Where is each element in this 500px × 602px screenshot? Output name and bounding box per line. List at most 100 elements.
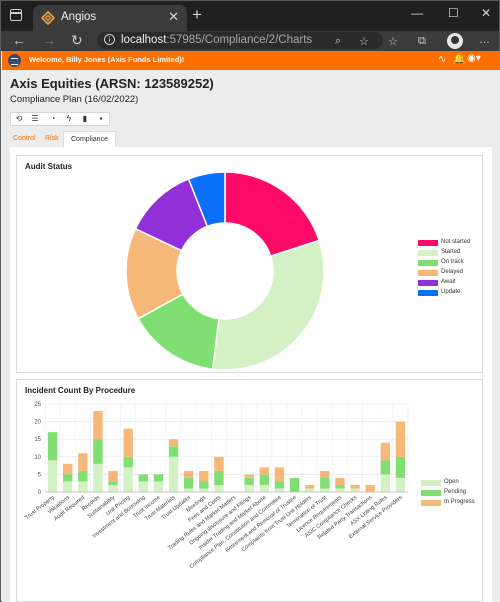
bar-in-progress[interactable]: [78, 453, 88, 471]
bar-pending[interactable]: [138, 474, 149, 482]
bar-open[interactable]: [244, 484, 254, 492]
bar-in-progress[interactable]: [304, 484, 315, 489]
bar-open[interactable]: [78, 481, 88, 492]
bar-open[interactable]: [274, 488, 285, 492]
legend-swatch: [418, 250, 438, 256]
bar-open[interactable]: [199, 488, 209, 492]
bar-in-progress[interactable]: [123, 428, 133, 457]
user-menu-icon[interactable]: ◉▾: [467, 53, 481, 64]
bar-in-progress[interactable]: [259, 467, 270, 475]
bar-open[interactable]: [395, 477, 406, 492]
bar-open[interactable]: [138, 481, 149, 492]
bar-pending[interactable]: [259, 474, 270, 485]
legend-label: In Progress: [444, 499, 475, 505]
audit-status-chart: [125, 171, 325, 371]
bar-in-progress[interactable]: [380, 442, 391, 461]
bar-pending[interactable]: [47, 432, 58, 461]
history-icon[interactable]: ⟲: [15, 114, 23, 123]
audit-status-title: Audit Status: [25, 162, 73, 171]
bar-in-progress[interactable]: [274, 467, 285, 482]
save-icon[interactable]: ▪: [99, 114, 103, 123]
bar-pending[interactable]: [395, 456, 406, 478]
bar-in-progress[interactable]: [395, 421, 406, 457]
bar-open[interactable]: [335, 488, 345, 492]
donut-slice-update[interactable]: [187, 171, 226, 228]
audit-status-card: Audit Status Not started Started On track D…: [16, 155, 483, 373]
bar-open[interactable]: [214, 484, 224, 492]
bar-open[interactable]: [153, 481, 164, 492]
bar-pending[interactable]: [153, 474, 164, 482]
bar-pending[interactable]: [320, 477, 330, 489]
tab-compliance[interactable]: Compliance: [63, 131, 116, 147]
bar-pending[interactable]: [335, 484, 345, 489]
new-tab-icon[interactable]: +: [192, 5, 202, 24]
bar-open[interactable]: [183, 488, 194, 492]
bar-pending[interactable]: [123, 456, 133, 468]
bar-pending[interactable]: [214, 470, 224, 485]
bar-pending[interactable]: [380, 460, 391, 475]
close-window-icon[interactable]: ✕: [481, 6, 492, 20]
refresh-icon[interactable]: ↻: [71, 32, 83, 48]
favorites-icon[interactable]: ☆: [388, 36, 398, 48]
back-icon[interactable]: ←: [12, 32, 26, 48]
donut-slice-not-started[interactable]: [224, 171, 321, 258]
bar-open[interactable]: [108, 484, 118, 492]
favorite-star-icon[interactable]: ☆: [359, 36, 369, 48]
tab-risk[interactable]: Risk: [45, 135, 59, 142]
bar-pending[interactable]: [244, 477, 254, 485]
url-field[interactable]: i localhost:57985/Compliance/2/Charts ⌕ …: [97, 32, 383, 49]
bar-open[interactable]: [304, 488, 315, 492]
bar-pending[interactable]: [62, 474, 73, 482]
notification-bell-icon[interactable]: 🔔: [453, 54, 466, 65]
bar-pending[interactable]: [168, 446, 179, 457]
bar-open[interactable]: [350, 488, 360, 492]
bar-in-progress[interactable]: [335, 477, 345, 485]
bar-open[interactable]: [320, 488, 330, 492]
donut-slice-started[interactable]: [211, 239, 325, 371]
collections-icon[interactable]: ⧉: [418, 35, 426, 47]
bar-pending[interactable]: [199, 481, 209, 489]
lightning-icon[interactable]: ϟ: [66, 114, 72, 123]
bar-pending[interactable]: [93, 439, 103, 464]
bar-open[interactable]: [380, 474, 391, 492]
activity-icon[interactable]: ∿: [438, 54, 447, 65]
bar-open[interactable]: [168, 456, 179, 492]
bar-open[interactable]: [123, 467, 133, 492]
window-menu-icon[interactable]: [10, 9, 22, 21]
bar-open[interactable]: [93, 463, 103, 492]
browser-tab[interactable]: Angios ✕: [33, 5, 187, 31]
zoom-icon[interactable]: ⌕: [335, 35, 342, 47]
maximize-icon[interactable]: ☐: [448, 6, 459, 20]
bar-open[interactable]: [62, 481, 73, 492]
minimize-icon[interactable]: —: [411, 6, 423, 20]
bar-in-progress[interactable]: [244, 474, 254, 478]
bar-in-progress[interactable]: [350, 484, 360, 489]
site-info-icon[interactable]: i: [104, 34, 115, 45]
bar-pending[interactable]: [78, 470, 88, 482]
bar-open[interactable]: [259, 484, 270, 492]
bar-in-progress[interactable]: [214, 456, 224, 471]
bar-pending[interactable]: [108, 481, 118, 485]
bar-in-progress[interactable]: [108, 470, 118, 482]
bar-in-progress[interactable]: [62, 463, 73, 475]
tab-control[interactable]: Control: [13, 135, 36, 142]
page: Axis Equities (ARSN: 123589252) Complian…: [2, 70, 500, 602]
bar-pending[interactable]: [289, 477, 300, 492]
dashboard-icon[interactable]: ◔: [50, 114, 56, 123]
hamburger-menu-icon[interactable]: [8, 54, 21, 67]
more-options-icon[interactable]: …: [479, 34, 490, 46]
bar-in-progress[interactable]: [183, 470, 194, 478]
bar-in-progress[interactable]: [93, 411, 103, 440]
bar-in-progress[interactable]: [365, 484, 375, 492]
bar-pending[interactable]: [183, 477, 194, 489]
bar-pending[interactable]: [274, 481, 285, 489]
close-tab-icon[interactable]: ✕: [168, 9, 179, 24]
bar-in-progress[interactable]: [199, 470, 209, 482]
profile-avatar[interactable]: [447, 33, 463, 49]
bar-in-progress[interactable]: [320, 470, 330, 478]
delete-icon[interactable]: ▮: [82, 114, 88, 123]
bar-open[interactable]: [47, 460, 58, 492]
list-icon[interactable]: ☰: [31, 114, 39, 123]
forward-icon[interactable]: →: [42, 32, 56, 48]
bar-in-progress[interactable]: [168, 439, 179, 447]
